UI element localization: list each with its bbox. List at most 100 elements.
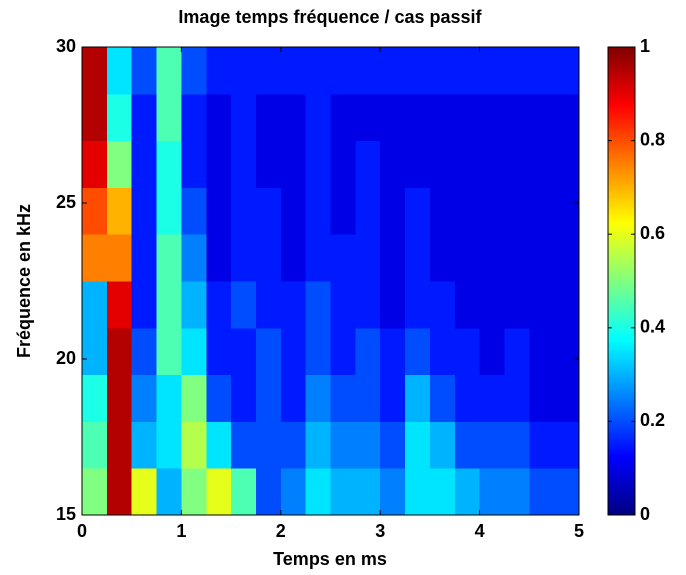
heatmap-cell xyxy=(305,421,331,469)
heatmap-cell xyxy=(156,421,182,469)
x-tick-label: 4 xyxy=(475,521,485,541)
heatmap-cell xyxy=(156,93,182,142)
heatmap-cell xyxy=(479,234,505,282)
heatmap-cell xyxy=(429,187,456,235)
heatmap-cell xyxy=(156,140,182,188)
heatmap-cell xyxy=(131,140,158,188)
heatmap-cell xyxy=(504,93,530,142)
heatmap-cell xyxy=(454,234,481,282)
heatmap-cell xyxy=(305,468,331,516)
heatmap-cell xyxy=(454,140,481,188)
heatmap-cell xyxy=(156,374,182,422)
heatmap-cell xyxy=(479,468,505,516)
heatmap-cell xyxy=(380,187,406,235)
heatmap-cell xyxy=(156,281,182,329)
heatmap-cell xyxy=(280,327,307,376)
heatmap-cell xyxy=(305,47,331,95)
heatmap-cell xyxy=(405,468,431,516)
heatmap-cell xyxy=(330,234,356,282)
heatmap-cell xyxy=(405,374,431,422)
heatmap-cell xyxy=(504,374,530,422)
heatmap-cell xyxy=(305,93,331,142)
heatmap-cell xyxy=(504,281,530,329)
heatmap-cell xyxy=(106,468,133,516)
heatmap-cell xyxy=(380,281,406,329)
heatmap-cell xyxy=(181,234,207,282)
heatmap-cell xyxy=(231,327,257,376)
heatmap-cell xyxy=(454,93,481,142)
heatmap-cell xyxy=(479,421,505,469)
heatmap-cell xyxy=(330,140,356,188)
heatmap-cell xyxy=(305,374,331,422)
heatmap-cell xyxy=(330,468,356,516)
heatmap-cell xyxy=(380,47,406,95)
heatmap-cell xyxy=(255,93,282,142)
heatmap-cell xyxy=(181,374,207,422)
heatmap-cell xyxy=(231,47,257,95)
heatmap-cell xyxy=(479,140,505,188)
heatmap-cell xyxy=(330,421,356,469)
heatmap-cell xyxy=(131,234,158,282)
heatmap-cell xyxy=(82,374,108,422)
heatmap-cell xyxy=(429,327,456,376)
heatmap-cell xyxy=(529,234,555,282)
heatmap-cell xyxy=(529,93,555,142)
x-tick-label: 3 xyxy=(375,521,385,541)
heatmap-cell xyxy=(82,421,108,469)
heatmap-cell xyxy=(255,374,282,422)
heatmap-cell xyxy=(454,47,481,95)
heatmap-cell xyxy=(231,421,257,469)
heatmap-cell xyxy=(355,187,381,235)
heatmap-cell xyxy=(255,327,282,376)
heatmap-cell xyxy=(131,47,158,95)
heatmap-cell xyxy=(131,93,158,142)
heatmap-cell xyxy=(529,140,555,188)
heatmap-cell xyxy=(429,93,456,142)
heatmap-cell xyxy=(405,47,431,95)
heatmap-cell xyxy=(429,234,456,282)
heatmap-cell xyxy=(82,281,108,329)
heatmap-cell xyxy=(181,140,207,188)
y-tick-label: 30 xyxy=(56,36,76,56)
y-tick-label: 25 xyxy=(56,192,76,212)
heatmap-cell xyxy=(181,468,207,516)
heatmap-cell xyxy=(82,187,108,235)
heatmap-cell xyxy=(529,327,555,376)
heatmap-cell xyxy=(106,281,133,329)
heatmap-cell xyxy=(479,187,505,235)
heatmap-cell xyxy=(82,47,108,95)
y-tick-label: 15 xyxy=(56,504,76,524)
heatmap-cell xyxy=(355,281,381,329)
heatmap-cell xyxy=(231,281,257,329)
heatmap-cell xyxy=(529,374,555,422)
heatmap-cell xyxy=(479,93,505,142)
heatmap-cell xyxy=(554,374,580,422)
heatmap-cell xyxy=(554,234,580,282)
heatmap-cell xyxy=(355,234,381,282)
heatmap-cell xyxy=(405,140,431,188)
heatmap-cell xyxy=(305,327,331,376)
heatmap-cell xyxy=(504,234,530,282)
colorbar-tick-label: 0 xyxy=(640,504,650,524)
heatmap-cell xyxy=(429,374,456,422)
heatmap xyxy=(82,47,580,516)
x-tick-label: 0 xyxy=(77,521,87,541)
heatmap-cell xyxy=(380,468,406,516)
heatmap-cell xyxy=(504,187,530,235)
heatmap-cell xyxy=(82,93,108,142)
heatmap-cell xyxy=(429,281,456,329)
heatmap-cell xyxy=(554,93,580,142)
heatmap-cell xyxy=(454,421,481,469)
y-axis-label: Fréquence en kHz xyxy=(14,204,34,358)
heatmap-cell xyxy=(504,327,530,376)
colorbar-tick-label: 0.8 xyxy=(640,129,665,149)
heatmap-cell xyxy=(82,468,108,516)
heatmap-cell xyxy=(554,140,580,188)
heatmap-cell xyxy=(156,468,182,516)
heatmap-cell xyxy=(231,187,257,235)
heatmap-cell xyxy=(280,187,307,235)
heatmap-cell xyxy=(405,93,431,142)
heatmap-cell xyxy=(106,421,133,469)
heatmap-cell xyxy=(280,234,307,282)
